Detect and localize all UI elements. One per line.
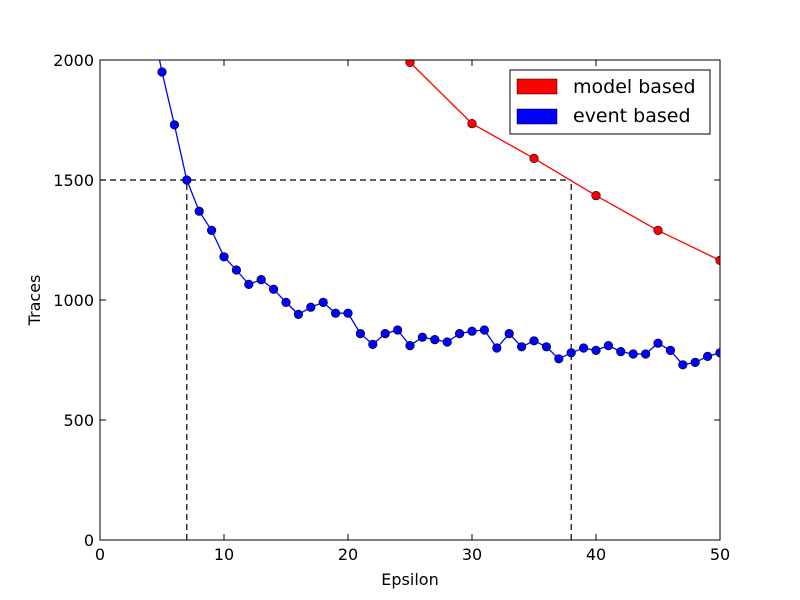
- series-layer: [157, 60, 720, 370]
- data-point-event-based: [442, 337, 452, 347]
- y-axis-title: Traces: [25, 275, 44, 327]
- legend-swatch-event-based: [516, 108, 558, 125]
- data-point-event-based: [169, 120, 179, 130]
- data-point-event-based: [417, 332, 428, 342]
- data-point-event-based: [430, 335, 440, 345]
- data-point-event-based: [281, 297, 291, 308]
- legend: model based event based: [509, 69, 711, 135]
- data-point-event-based: [578, 343, 589, 353]
- data-point-model-based: [715, 255, 720, 265]
- y-tick-label: 2000: [53, 51, 94, 70]
- data-point-event-based: [678, 360, 688, 370]
- x-tick-label: 10: [214, 545, 234, 564]
- legend-label-model-based: model based: [573, 76, 696, 98]
- data-point-event-based: [368, 339, 378, 350]
- y-tick-label: 1500: [53, 171, 94, 190]
- plot-area: [100, 60, 720, 540]
- y-tick-label: 500: [63, 411, 94, 430]
- data-point-event-based: [244, 279, 254, 290]
- plot-frame: [99, 59, 721, 541]
- data-point-event-based: [182, 175, 192, 185]
- data-point-event-based: [603, 341, 614, 351]
- data-point-event-based: [269, 284, 279, 294]
- data-point-event-based: [343, 308, 353, 318]
- data-point-event-based: [331, 308, 341, 318]
- x-tick-label: 20: [338, 545, 358, 564]
- data-point-event-based: [628, 349, 638, 359]
- data-point-event-based: [380, 329, 390, 339]
- legend-swatch-model-based: [516, 78, 558, 95]
- data-point-event-based: [455, 329, 465, 339]
- x-tick-label: 40: [586, 545, 606, 564]
- data-point-event-based: [393, 325, 403, 335]
- data-point-event-based: [516, 342, 527, 352]
- y-tick-label: 1000: [53, 291, 94, 310]
- data-point-event-based: [715, 348, 720, 358]
- data-point-event-based: [702, 351, 713, 362]
- data-point-model-based: [467, 118, 477, 129]
- data-point-event-based: [355, 329, 366, 339]
- data-point-event-based: [566, 348, 576, 358]
- x-tick-label: 30: [462, 545, 482, 564]
- data-point-model-based: [405, 60, 415, 67]
- data-point-event-based: [306, 302, 316, 312]
- x-tick-label: 50: [710, 545, 730, 564]
- data-point-event-based: [207, 225, 217, 235]
- x-axis-title: Epsilon: [381, 570, 438, 589]
- x-tick-label: 0: [95, 545, 105, 564]
- data-point-event-based: [665, 345, 676, 356]
- data-point-model-based: [653, 225, 663, 235]
- y-tick-label: 0: [84, 531, 94, 550]
- data-point-event-based: [194, 206, 204, 216]
- data-point-event-based: [219, 252, 229, 262]
- data-point-event-based: [318, 297, 328, 308]
- data-point-model-based: [529, 153, 539, 163]
- data-point-event-based: [653, 338, 663, 348]
- legend-label-event-based: event based: [573, 105, 691, 127]
- data-point-event-based: [256, 275, 266, 285]
- data-point-event-based: [405, 341, 415, 351]
- data-point-event-based: [529, 336, 539, 346]
- data-point-model-based: [591, 191, 601, 201]
- data-point-event-based: [591, 345, 601, 356]
- data-point-event-based: [690, 357, 700, 368]
- data-point-event-based: [467, 326, 477, 336]
- data-point-event-based: [293, 309, 304, 320]
- data-point-event-based: [616, 347, 626, 357]
- data-point-event-based: [640, 349, 651, 359]
- data-point-event-based: [479, 325, 490, 335]
- data-point-event-based: [554, 354, 564, 364]
- data-point-event-based: [492, 343, 502, 353]
- data-point-event-based: [541, 342, 552, 352]
- reference-lines: [100, 179, 572, 540]
- data-point-event-based: [231, 265, 241, 275]
- data-point-event-based: [157, 67, 167, 77]
- data-point-event-based: [504, 329, 514, 339]
